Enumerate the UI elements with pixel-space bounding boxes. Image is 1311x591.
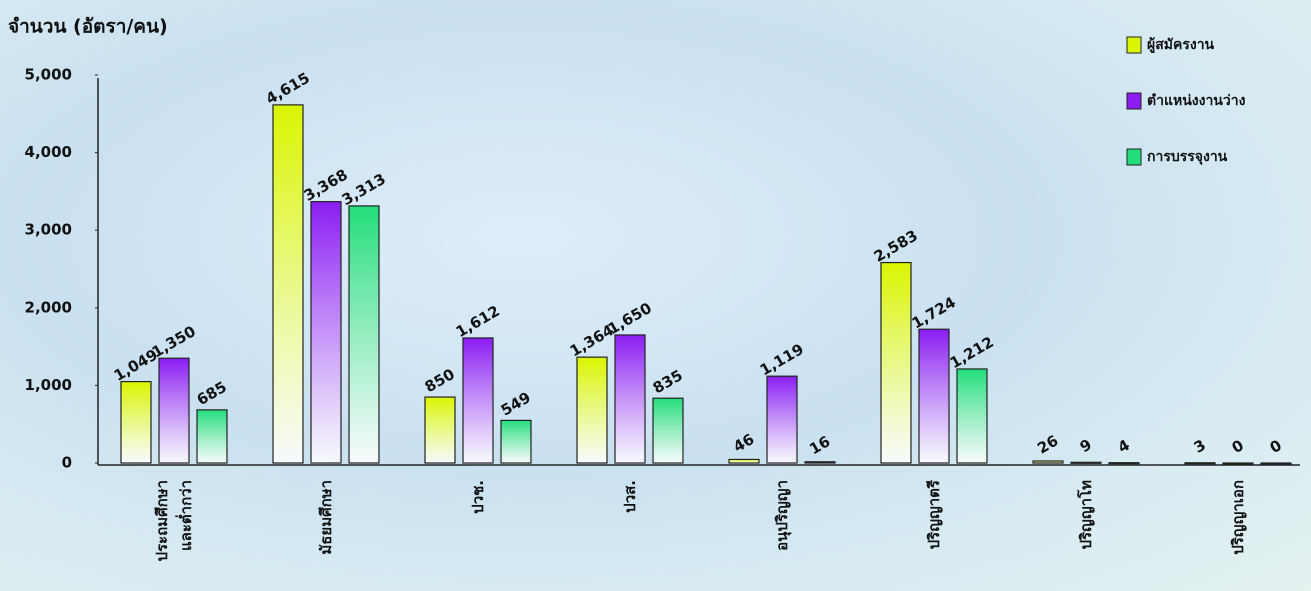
bar bbox=[272, 104, 304, 464]
value-label: 46 bbox=[730, 430, 757, 456]
bar bbox=[804, 461, 836, 464]
value-label: 26 bbox=[1034, 432, 1061, 458]
value-label: 3 bbox=[1191, 436, 1209, 457]
y-tick-label: 3,000 bbox=[25, 221, 72, 239]
bar bbox=[348, 205, 380, 464]
legend-label: การบรรจุงาน bbox=[1147, 149, 1228, 165]
legend-label: ผู้สมัครงาน bbox=[1147, 37, 1215, 53]
value-label: 850 bbox=[422, 365, 458, 396]
y-tick-label: 2,000 bbox=[25, 298, 72, 316]
y-tick-label: 1,000 bbox=[25, 376, 72, 394]
bar bbox=[918, 328, 950, 464]
bar bbox=[120, 380, 152, 464]
bar bbox=[956, 368, 988, 464]
x-tick-label: ปริญญาเอก bbox=[1229, 480, 1247, 555]
value-label: 1,724 bbox=[909, 293, 959, 332]
x-tick-label: ประถมศึกษา และต่ำกว่า bbox=[153, 480, 195, 562]
x-tick-label: ปวช. bbox=[469, 480, 487, 514]
value-label: 549 bbox=[498, 388, 534, 419]
x-tick-label: ปริญญาตรี bbox=[925, 480, 943, 550]
x-tick-label: อนุปริญญา bbox=[773, 480, 791, 551]
value-label: 1,650 bbox=[605, 299, 655, 338]
value-label: 4 bbox=[1115, 436, 1133, 457]
bar bbox=[1260, 462, 1292, 465]
value-label: 0 bbox=[1267, 436, 1285, 457]
legend-swatch bbox=[1126, 148, 1142, 166]
bar bbox=[1032, 460, 1064, 464]
bar bbox=[424, 396, 456, 464]
value-label: 835 bbox=[650, 366, 686, 397]
bar bbox=[1184, 462, 1216, 465]
bar bbox=[310, 201, 342, 464]
bar bbox=[652, 397, 684, 464]
value-label: 4,615 bbox=[263, 69, 313, 108]
bar bbox=[766, 375, 798, 464]
value-label: 1,612 bbox=[453, 302, 503, 341]
y-tick-label: 5,000 bbox=[25, 66, 72, 84]
bar bbox=[500, 419, 532, 464]
x-tick-label: ปริญญาโท bbox=[1077, 480, 1095, 550]
value-label: 16 bbox=[806, 432, 833, 458]
value-label: 0 bbox=[1229, 436, 1247, 457]
bar bbox=[158, 357, 190, 464]
bar bbox=[462, 337, 494, 464]
bar bbox=[576, 356, 608, 464]
value-label: 685 bbox=[194, 378, 230, 409]
x-tick-label: มัธยมศึกษา bbox=[317, 480, 335, 555]
value-label: 2,583 bbox=[871, 226, 921, 265]
bar bbox=[880, 261, 912, 464]
y-tick-label: 0 bbox=[62, 454, 72, 472]
value-label: 1,350 bbox=[149, 322, 199, 361]
bar bbox=[1108, 462, 1140, 465]
bar bbox=[728, 458, 760, 464]
legend-swatch bbox=[1126, 36, 1142, 54]
value-label: 9 bbox=[1077, 435, 1095, 456]
value-label: 1,119 bbox=[757, 340, 807, 379]
bar bbox=[196, 409, 228, 464]
x-tick-label: ปวส. bbox=[621, 480, 639, 513]
legend-label: ตำแหน่งงานว่าง bbox=[1147, 93, 1246, 109]
value-label: 1,212 bbox=[947, 333, 997, 372]
bar bbox=[614, 334, 646, 464]
y-axis-label: จำนวน (อัตรา/คน) bbox=[8, 16, 168, 38]
bar bbox=[1222, 462, 1254, 465]
bar bbox=[1070, 461, 1102, 464]
legend-swatch bbox=[1126, 92, 1142, 110]
y-tick-label: 4,000 bbox=[25, 143, 72, 161]
